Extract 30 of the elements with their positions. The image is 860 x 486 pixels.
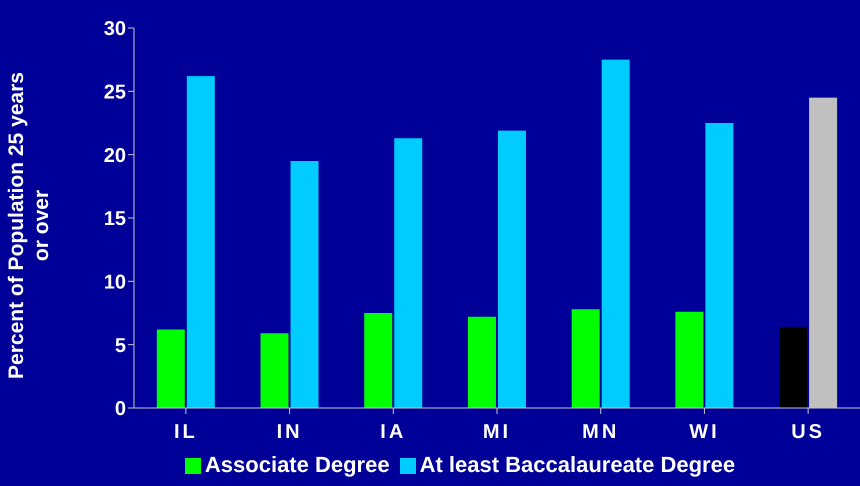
y-tick-label: 20 (104, 144, 126, 167)
y-axis-title: Percent of Population 25 years or over (5, 72, 53, 379)
x-tick-label: MI (482, 421, 512, 444)
y-tick-label: 0 (114, 398, 126, 420)
bar (186, 76, 215, 408)
y-tick-label: 30 (104, 18, 126, 40)
x-tick-label: MN (582, 421, 620, 444)
x-tick-label: IL (174, 421, 198, 444)
y-tick-label: 25 (104, 81, 126, 104)
bar (394, 138, 422, 408)
x-tick-label: IN (276, 421, 303, 444)
y-tick-label: 5 (114, 334, 126, 357)
bar (260, 333, 289, 408)
bar (705, 123, 734, 408)
bar (779, 326, 808, 408)
bar (364, 313, 392, 408)
bar (675, 312, 704, 408)
x-tick-label: IA (380, 421, 406, 444)
y-tick-label: 15 (104, 208, 126, 230)
x-tick-label: WI (689, 421, 720, 444)
bar (572, 309, 600, 408)
bar (156, 329, 185, 408)
bar (498, 130, 526, 408)
bar (468, 316, 496, 408)
bar (602, 60, 630, 408)
legend-label: Associate Degree (204, 452, 390, 477)
y-tick-label: 10 (104, 271, 126, 294)
bar (290, 161, 319, 408)
x-tick-label: US (791, 421, 826, 444)
legend-label: At least Baccalaureate Degree (420, 452, 736, 477)
